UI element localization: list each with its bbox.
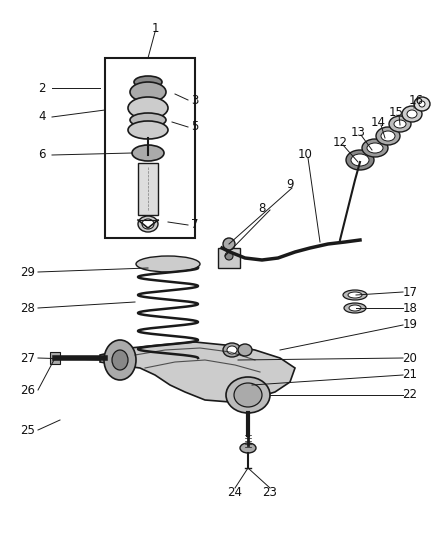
Ellipse shape (227, 346, 237, 354)
Ellipse shape (238, 344, 252, 356)
Text: 20: 20 (403, 351, 418, 365)
Ellipse shape (346, 150, 374, 170)
Ellipse shape (407, 110, 417, 118)
Ellipse shape (142, 219, 154, 229)
Ellipse shape (414, 97, 430, 111)
Text: 6: 6 (38, 149, 46, 161)
Ellipse shape (234, 383, 262, 407)
Text: 4: 4 (38, 110, 46, 124)
Text: 27: 27 (21, 351, 36, 365)
Ellipse shape (112, 350, 128, 370)
Text: 10: 10 (297, 149, 312, 161)
Text: 12: 12 (333, 135, 348, 149)
Bar (138, 163, 158, 215)
Ellipse shape (348, 292, 362, 298)
Ellipse shape (351, 154, 369, 166)
Text: 14: 14 (370, 116, 385, 128)
Text: 28: 28 (21, 302, 36, 314)
Ellipse shape (381, 131, 395, 141)
Ellipse shape (138, 216, 158, 232)
Circle shape (225, 252, 233, 260)
Ellipse shape (104, 340, 136, 380)
Ellipse shape (240, 443, 256, 453)
Text: 15: 15 (389, 106, 403, 118)
Ellipse shape (376, 127, 400, 145)
Ellipse shape (389, 116, 411, 132)
Ellipse shape (136, 256, 200, 272)
Text: 5: 5 (191, 120, 199, 133)
Text: 19: 19 (403, 319, 418, 332)
Text: 3: 3 (191, 93, 199, 107)
Text: 1: 1 (151, 21, 159, 35)
Ellipse shape (134, 76, 162, 88)
Ellipse shape (130, 113, 166, 127)
Circle shape (223, 238, 235, 250)
Text: 21: 21 (403, 368, 418, 382)
Text: 8: 8 (258, 201, 266, 214)
Bar (105, 58, 195, 238)
Ellipse shape (226, 377, 270, 413)
Ellipse shape (344, 303, 366, 313)
Text: 22: 22 (403, 389, 418, 401)
Polygon shape (100, 342, 295, 402)
Ellipse shape (343, 290, 367, 300)
Ellipse shape (130, 82, 166, 102)
Text: 26: 26 (21, 384, 36, 397)
Bar (50, 352, 60, 364)
Ellipse shape (128, 121, 168, 139)
Ellipse shape (138, 353, 198, 367)
Ellipse shape (128, 97, 168, 119)
Text: 2: 2 (38, 82, 46, 94)
Ellipse shape (419, 101, 425, 107)
Ellipse shape (223, 343, 241, 357)
Text: 7: 7 (191, 219, 199, 231)
Text: 18: 18 (403, 302, 418, 314)
Text: 24: 24 (227, 486, 242, 498)
Text: 25: 25 (21, 424, 36, 437)
Ellipse shape (349, 305, 361, 311)
Ellipse shape (362, 139, 388, 157)
Ellipse shape (402, 106, 422, 122)
Text: 9: 9 (286, 179, 294, 191)
Text: 29: 29 (21, 265, 36, 279)
Ellipse shape (132, 145, 164, 161)
Text: 17: 17 (403, 286, 418, 298)
Bar (218, 248, 240, 268)
Text: 13: 13 (351, 125, 366, 139)
Text: 16: 16 (408, 93, 423, 107)
Text: 23: 23 (263, 486, 278, 498)
Ellipse shape (394, 120, 406, 128)
Ellipse shape (367, 143, 383, 153)
